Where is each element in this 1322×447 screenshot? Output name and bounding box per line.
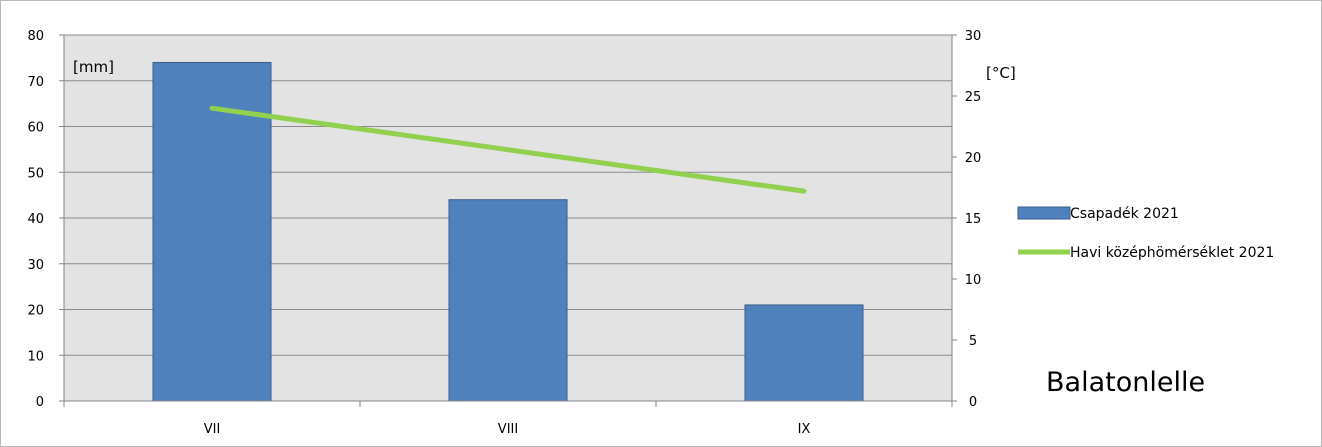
left-tick-label: 60 (27, 121, 44, 136)
legend-label-line: Havi középhömérséklet 2021 (1070, 245, 1274, 261)
x-tick-label: VII (204, 422, 221, 437)
bar-vii (152, 61, 272, 402)
right-tick-label: 10 (965, 273, 982, 288)
bar-ix (744, 304, 864, 402)
right-tick-label: 0 (969, 395, 977, 410)
right-axis-ticks: 0 5 10 15 20 25 30 (952, 29, 981, 410)
bar-viii (448, 199, 568, 402)
legend-label-bar: Csapadék 2021 (1070, 206, 1179, 222)
right-tick-label: 25 (965, 90, 982, 105)
right-tick-label: 20 (965, 151, 982, 166)
left-axis-unit: [mm] (73, 58, 114, 76)
right-tick-label: 15 (965, 212, 982, 227)
left-tick-label: 20 (27, 304, 44, 319)
left-tick-label: 50 (27, 166, 44, 181)
right-axis-unit: [°C] (986, 64, 1016, 82)
left-tick-label: 10 (27, 349, 44, 364)
x-tick-label: IX (798, 422, 811, 437)
bar-series (152, 61, 864, 402)
right-tick-label: 30 (965, 29, 982, 44)
left-axis-ticks: 0 10 20 30 40 50 60 70 80 (27, 29, 64, 410)
legend: Csapadék 2021 Havi középhömérséklet 2021 (1017, 206, 1274, 261)
x-tick-label: VIII (498, 422, 518, 437)
left-tick-label: 0 (36, 395, 44, 410)
line-series (209, 105, 807, 194)
left-tick-label: 30 (27, 258, 44, 273)
temperature-line (209, 105, 807, 194)
left-tick-label: 70 (27, 75, 44, 90)
legend-swatch-bar (1017, 206, 1071, 220)
left-tick-label: 80 (27, 29, 44, 44)
x-axis-ticks: VII VIII IX (63, 401, 953, 437)
right-tick-label: 5 (969, 334, 977, 349)
left-tick-label: 40 (27, 212, 44, 227)
station-name: Balatonlelle (1046, 367, 1205, 398)
